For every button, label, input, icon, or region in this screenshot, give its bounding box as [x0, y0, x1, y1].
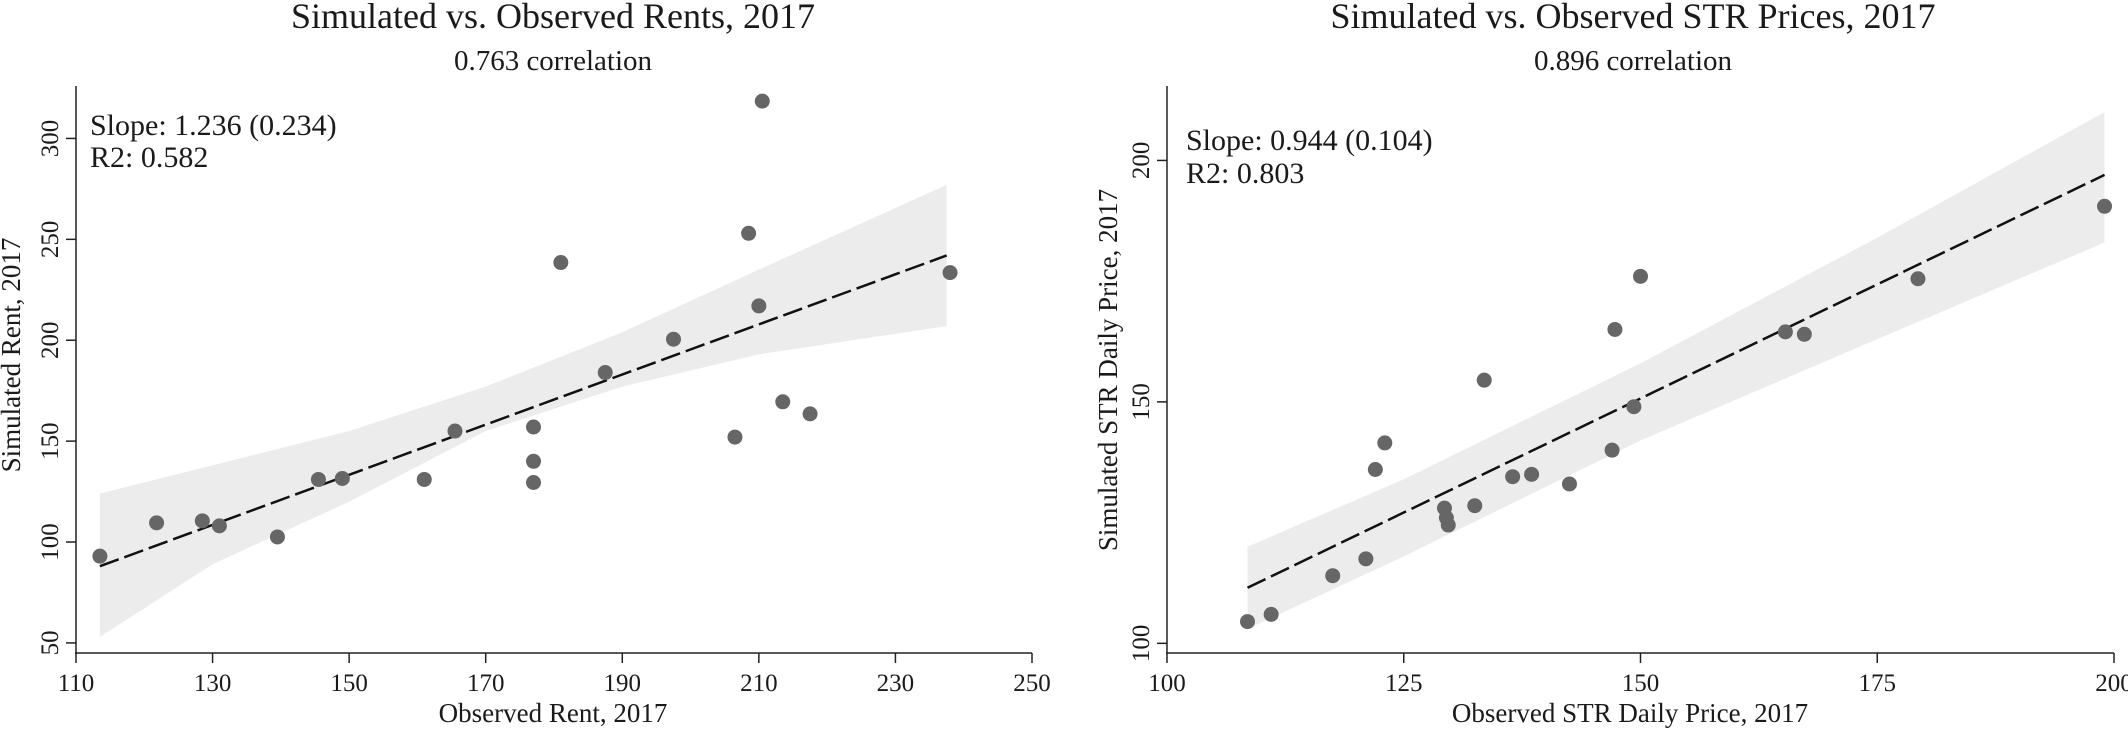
data-point [1633, 268, 1648, 284]
data-point [1358, 551, 1374, 567]
slope-annotation: Slope: 1.236 (0.234) [90, 109, 337, 142]
data-point [526, 419, 542, 435]
data-point [1796, 326, 1812, 342]
data-point [1626, 399, 1642, 415]
y-axis-label: Simulated STR Daily Price, 2017 [1093, 189, 1123, 551]
x-tick-label: 210 [740, 670, 778, 697]
x-tick-label: 125 [1385, 670, 1423, 697]
data-point [149, 515, 165, 531]
x-axis-label: Observed STR Daily Price, 2017 [1452, 698, 1808, 728]
data-point [447, 423, 463, 439]
x-tick-label: 100 [1148, 670, 1186, 697]
chart-subtitle: 0.763 correlation [454, 45, 653, 77]
y-tick-label: 100 [1128, 625, 1155, 663]
data-point [1604, 442, 1620, 458]
data-point [1263, 606, 1279, 622]
data-point [1467, 498, 1483, 514]
chart-title: Simulated vs. Observed STR Prices, 2017 [1331, 0, 1936, 36]
data-point [553, 255, 569, 271]
x-tick-label: 150 [1622, 670, 1660, 697]
data-point [1505, 469, 1521, 485]
data-point [1325, 568, 1341, 584]
y-axis-label: Simulated Rent, 2017 [0, 238, 26, 473]
data-point [1910, 271, 1926, 287]
data-point [334, 470, 350, 486]
plot-area: 110 130 150 170 190 210 230 250 50 100 150 200 250 30… [37, 86, 1051, 697]
data-point [92, 548, 108, 564]
fit-line [99, 254, 948, 568]
chart-title: Simulated vs. Observed Rents, 2017 [291, 0, 815, 36]
x-tick-label: 170 [467, 670, 505, 697]
data-point [269, 529, 285, 545]
x-tick-label: 200 [2095, 670, 2128, 697]
data-point [526, 474, 542, 490]
data-point [526, 453, 542, 469]
data-point [211, 518, 227, 534]
data-point [754, 93, 770, 109]
y-tick-label: 50 [37, 630, 64, 655]
data-point [666, 331, 681, 347]
x-tick-label: 190 [604, 670, 642, 697]
data-point [1777, 324, 1793, 340]
data-point [1440, 517, 1456, 533]
rent-scatter-chart: Simulated vs. Observed Rents, 2017 0.763… [0, 0, 1051, 728]
y-tick-label: 300 [37, 120, 64, 158]
x-tick-label: 110 [58, 670, 95, 697]
data-point [194, 513, 210, 529]
r2-annotation: R2: 0.803 [1186, 157, 1304, 190]
data-point [597, 365, 613, 381]
chart-subtitle: 0.896 correlation [1534, 45, 1733, 77]
x-tick-label: 250 [1013, 670, 1051, 697]
confidence-band [1247, 112, 2105, 629]
data-point [1377, 435, 1393, 451]
plot-area: 100 125 150 175 200 100 150 200 [1128, 86, 2128, 697]
x-tick-label: 230 [877, 670, 915, 697]
x-tick-label: 150 [330, 670, 368, 697]
data-point [1524, 466, 1540, 482]
y-tick-label: 100 [37, 523, 64, 561]
data-point [741, 225, 757, 241]
y-tick-label: 250 [37, 221, 64, 259]
r2-annotation: R2: 0.582 [90, 141, 208, 174]
data-point [1239, 614, 1255, 630]
data-point [416, 471, 432, 487]
data-point [1561, 476, 1577, 492]
y-tick-label: 150 [37, 422, 64, 460]
x-tick-label: 175 [1859, 670, 1897, 697]
y-tick-label: 150 [1128, 383, 1155, 421]
data-point [1607, 321, 1623, 337]
y-tick-label: 200 [37, 321, 64, 359]
data-point [310, 471, 326, 487]
x-axis-label: Observed Rent, 2017 [439, 698, 668, 728]
slope-annotation: Slope: 0.944 (0.104) [1186, 124, 1433, 157]
str-price-scatter-chart: Simulated vs. Observed STR Prices, 2017 … [1093, 0, 2128, 728]
data-point [727, 429, 743, 445]
data-point [802, 406, 818, 422]
data-point [775, 394, 791, 410]
x-tick-label: 130 [194, 670, 232, 697]
data-point [1367, 461, 1383, 477]
fit-line [1246, 173, 2106, 589]
data-point [1476, 372, 1492, 388]
data-point [751, 298, 767, 314]
y-tick-label: 200 [1128, 142, 1155, 180]
data-point [942, 265, 958, 281]
data-point [2097, 198, 2113, 214]
